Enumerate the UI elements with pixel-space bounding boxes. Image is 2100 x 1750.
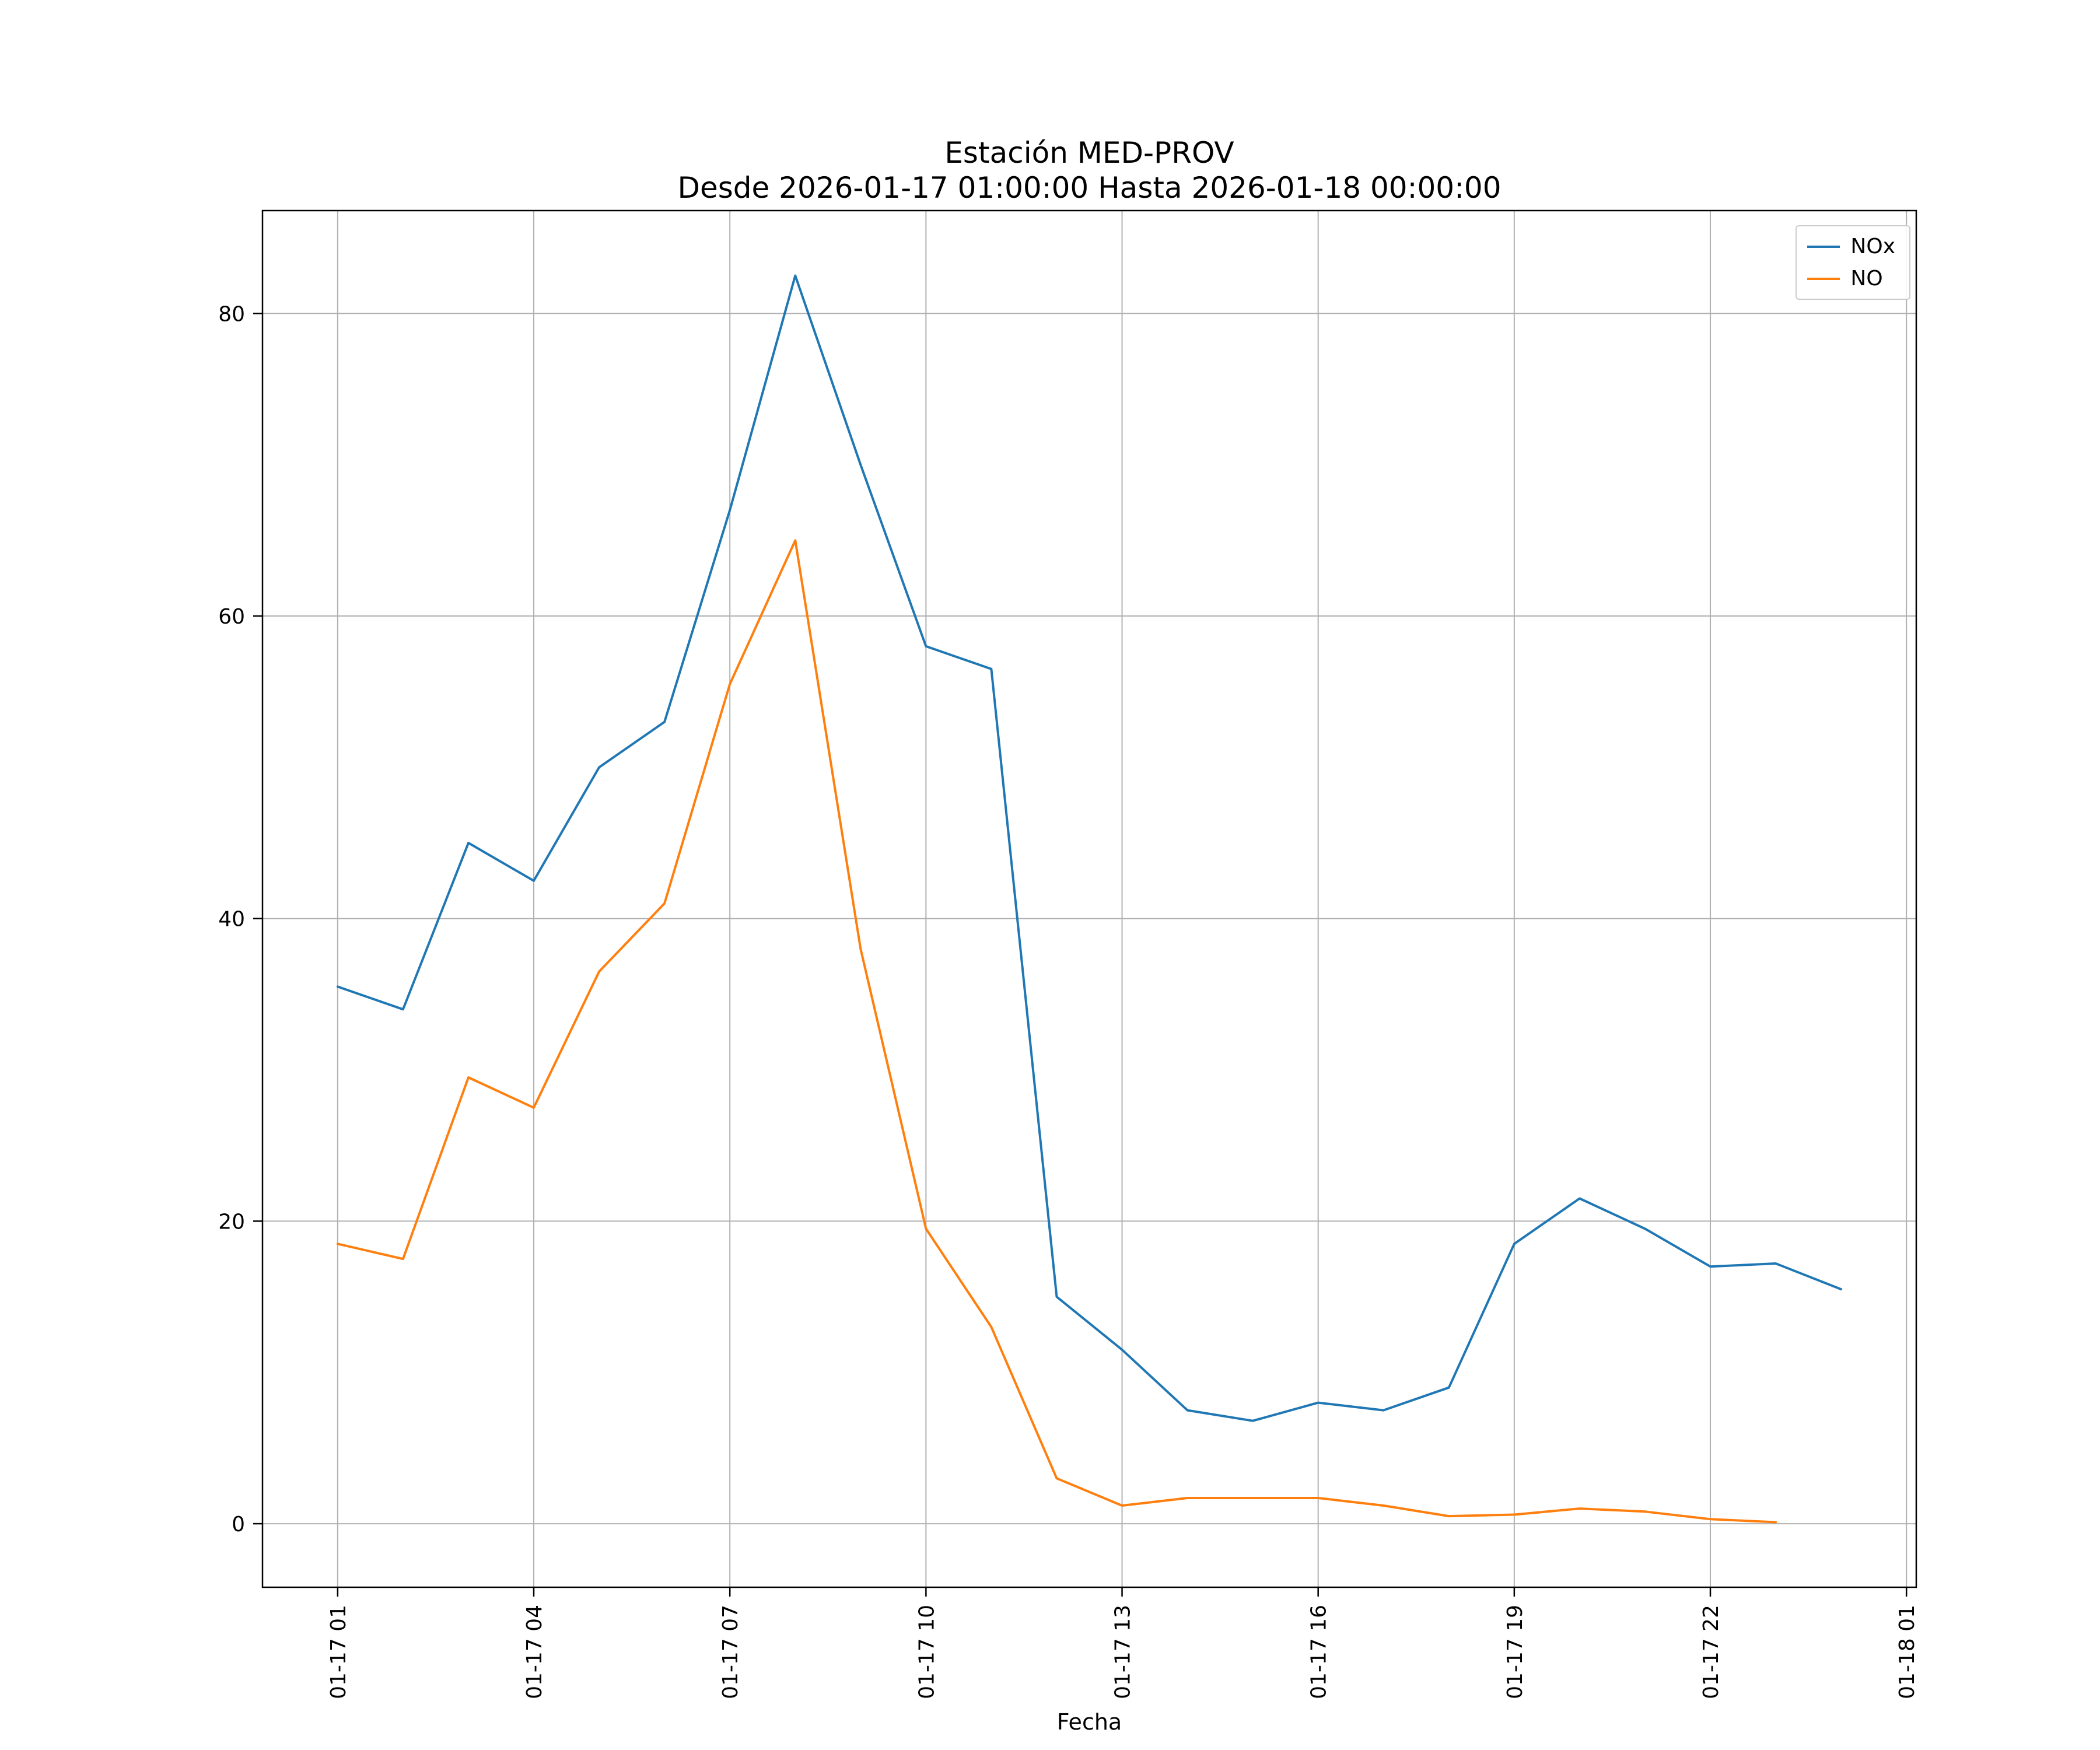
tick-label-x: 01-17 19 <box>1503 1605 1527 1699</box>
chart-title: Estación MED-PROV Desde 2026-01-17 01:00… <box>262 135 1916 205</box>
tick-label-x: 01-17 13 <box>1111 1605 1135 1699</box>
tick-label-y: 0 <box>232 1513 245 1536</box>
tick-label-y: 80 <box>218 302 245 326</box>
tick-label-y: 20 <box>218 1210 245 1234</box>
tick-label-x: 01-17 04 <box>523 1605 547 1699</box>
tick-label-x: 01-17 16 <box>1307 1605 1331 1699</box>
tick-label-x: 01-18 01 <box>1895 1605 1919 1699</box>
tick-label-x: 01-17 10 <box>915 1605 939 1699</box>
tick-label-x: 01-17 22 <box>1699 1605 1723 1699</box>
legend: NOx NO <box>1796 225 1910 300</box>
legend-entry-no: NO <box>1807 267 1895 290</box>
legend-label-nox: NOx <box>1850 235 1895 258</box>
series-line-nox <box>336 274 1843 1422</box>
tick-label-x: 01-17 07 <box>719 1605 743 1699</box>
x-axis-label: Fecha <box>1056 1709 1122 1735</box>
series-line-no <box>336 539 1777 1524</box>
axes-frame <box>261 209 1917 1588</box>
legend-label-no: NO <box>1850 267 1883 290</box>
legend-entry-nox: NOx <box>1807 235 1895 258</box>
chart-title-line1: Estación MED-PROV <box>944 136 1234 170</box>
legend-swatch-no <box>1807 277 1840 280</box>
chart-title-line2: Desde 2026-01-17 01:00:00 Hasta 2026-01-… <box>677 171 1502 205</box>
tick-label-y: 60 <box>218 605 245 629</box>
tick-label-y: 40 <box>218 908 245 932</box>
tick-label-x: 01-17 01 <box>327 1605 351 1699</box>
legend-swatch-nox <box>1807 245 1840 248</box>
